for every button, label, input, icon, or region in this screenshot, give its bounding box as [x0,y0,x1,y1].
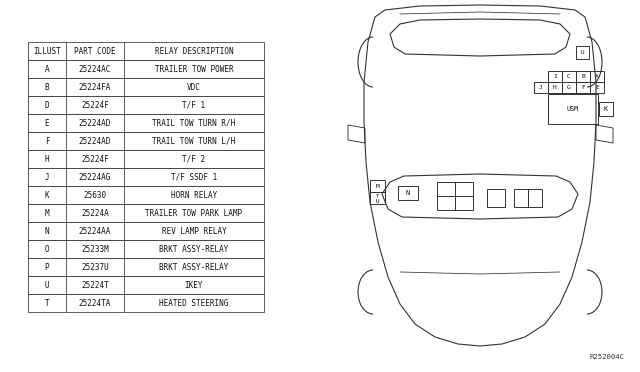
Bar [514,189,528,207]
Bar [28,168,264,186]
Bar [28,240,264,258]
Text: PART CODE: PART CODE [74,46,116,55]
Bar [528,189,542,207]
Text: T/F SSDF 1: T/F SSDF 1 [171,173,217,182]
Bar [28,204,264,222]
Text: K: K [45,190,49,199]
Bar [576,46,589,59]
Bar [28,150,264,168]
Text: T/F 2: T/F 2 [182,154,205,164]
Text: F: F [45,137,49,145]
Bar [534,82,548,93]
Text: 25224T: 25224T [81,280,109,289]
Text: 25224AD: 25224AD [79,119,111,128]
Text: 25224A: 25224A [81,208,109,218]
Text: J: J [45,173,49,182]
Text: T: T [376,194,380,199]
Bar [370,192,385,204]
Bar [562,82,576,93]
Text: HEATED STEERING: HEATED STEERING [159,298,228,308]
Text: BRKT ASSY-RELAY: BRKT ASSY-RELAY [159,263,228,272]
Text: HORN RELAY: HORN RELAY [171,190,217,199]
Text: H: H [45,154,49,164]
Text: VDC: VDC [187,83,201,92]
Text: TRAIL TOW TURN R/H: TRAIL TOW TURN R/H [152,119,236,128]
Text: 25237U: 25237U [81,263,109,272]
Text: O: O [45,244,49,253]
Bar [28,42,264,60]
Text: T: T [45,298,49,308]
Text: RELAY DESCRIPTION: RELAY DESCRIPTION [155,46,234,55]
Text: P: P [45,263,49,272]
Text: F: F [581,85,585,90]
Text: A: A [595,74,599,79]
Text: N: N [406,190,410,196]
Text: R252004C: R252004C [590,354,625,360]
Text: G: G [567,85,571,90]
Text: B: B [45,83,49,92]
Text: 25224TA: 25224TA [79,298,111,308]
Text: TRAILER TOW POWER: TRAILER TOW POWER [155,64,234,74]
Text: D: D [45,100,49,109]
Bar [562,71,576,82]
Text: REV LAMP RELAY: REV LAMP RELAY [162,227,227,235]
Text: E: E [45,119,49,128]
Text: 25224AA: 25224AA [79,227,111,235]
Text: 25233M: 25233M [81,244,109,253]
Text: 25224AD: 25224AD [79,137,111,145]
Bar [548,94,598,124]
Text: U: U [376,199,380,203]
Text: M: M [376,183,380,189]
Text: IKEY: IKEY [185,280,204,289]
Text: H: H [553,85,557,90]
Text: A: A [45,64,49,74]
Bar [28,114,264,132]
Bar [548,82,562,93]
Bar [599,102,613,116]
Text: T/F 1: T/F 1 [182,100,205,109]
Bar [28,294,264,312]
Text: M: M [45,208,49,218]
Bar [28,258,264,276]
Text: N: N [45,227,49,235]
Bar [548,71,562,82]
Text: 25630: 25630 [83,190,107,199]
Text: U: U [45,280,49,289]
Text: USM: USM [567,106,579,112]
Bar [28,78,264,96]
Text: 25224F: 25224F [81,100,109,109]
Text: TRAIL TOW TURN L/H: TRAIL TOW TURN L/H [152,137,236,145]
Text: U: U [580,50,584,55]
Text: B: B [581,74,585,79]
Text: C: C [567,74,571,79]
Bar [28,132,264,150]
Bar [576,71,590,82]
Bar [590,82,604,93]
Bar [398,186,418,200]
Text: J: J [539,85,543,90]
Bar [28,60,264,78]
Bar [370,180,385,192]
Bar [28,276,264,294]
Text: TRAILER TOW PARK LAMP: TRAILER TOW PARK LAMP [145,208,243,218]
Text: 25224AG: 25224AG [79,173,111,182]
Bar [576,82,590,93]
Text: ILLUST: ILLUST [33,46,61,55]
Bar [487,189,505,207]
Bar [28,96,264,114]
Text: E: E [595,85,599,90]
Bar [28,186,264,204]
Text: 25224AC: 25224AC [79,64,111,74]
Text: BRKT ASSY-RELAY: BRKT ASSY-RELAY [159,244,228,253]
Bar [590,71,604,82]
Bar [437,182,473,210]
Text: I: I [553,74,557,79]
Text: K: K [604,106,608,112]
Bar [28,222,264,240]
Text: 25224FA: 25224FA [79,83,111,92]
Text: 25224F: 25224F [81,154,109,164]
